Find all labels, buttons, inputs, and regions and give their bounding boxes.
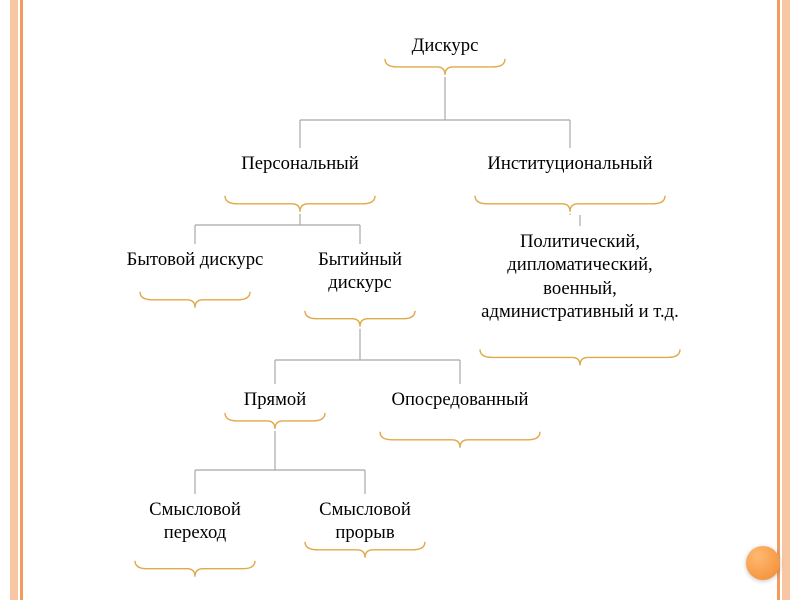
node-root: Дискурс <box>375 34 515 57</box>
node-bytovoi: Бытовой дискурс <box>125 248 265 271</box>
node-pryamoi: Прямой <box>215 388 335 411</box>
node-perehod: Смысловой переход <box>120 498 270 545</box>
bracket-bytijnyj <box>305 311 415 327</box>
node-institutional: Институциональный <box>460 152 680 175</box>
next-slide-button[interactable] <box>746 546 780 580</box>
node-proryv: Смысловой прорыв <box>290 498 440 545</box>
bracket-pryamoi <box>225 413 325 429</box>
right-border <box>776 0 790 600</box>
bracket-political <box>480 349 680 365</box>
bracket-perehod <box>135 561 255 577</box>
bracket-root <box>385 59 505 75</box>
diagram-canvas: Дискурс Персональный Институциональный Быто… <box>30 0 770 600</box>
left-border <box>10 0 24 600</box>
node-personal: Персональный <box>210 152 390 175</box>
node-political: Политический, дипломатический, военный, … <box>470 230 690 323</box>
bracket-institutional <box>475 196 665 212</box>
node-oposred: Опосредованный <box>370 388 550 411</box>
bracket-bytovoi <box>140 292 250 308</box>
node-bytijnyj: Бытийный дискурс <box>290 248 430 295</box>
bracket-oposred <box>380 432 540 448</box>
bracket-personal <box>225 196 375 212</box>
